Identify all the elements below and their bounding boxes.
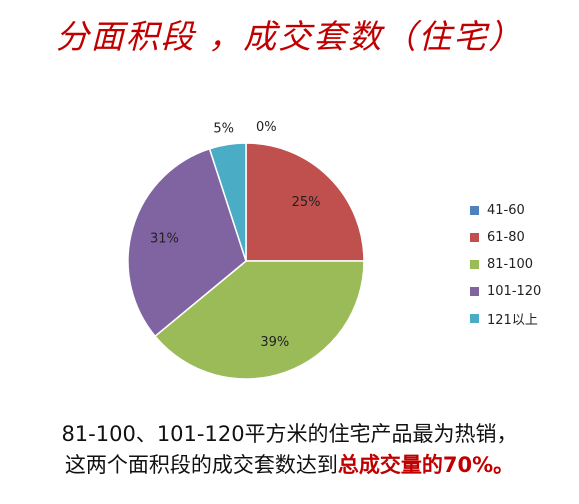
- pie-chart: 0% 25% 39% 31% 5%: [127, 120, 365, 380]
- data-label-81-100: 39%: [260, 335, 289, 350]
- data-label-41-60: 0%: [256, 120, 277, 135]
- legend-swatch: [470, 314, 479, 323]
- data-label-61-80: 25%: [292, 195, 321, 210]
- legend-swatch: [470, 287, 479, 296]
- pie-slice-61-80: [245, 142, 365, 262]
- legend: 41-60 61-80 81-100 101-120 121以上: [470, 197, 541, 332]
- chart-title: 分面积段 ，成交套数（住宅）: [55, 17, 524, 56]
- caption-line-2-text: 这两个面积段的成交套数达到: [64, 453, 338, 477]
- legend-item-81-100: 81-100: [470, 251, 541, 278]
- legend-label: 81-100: [487, 257, 534, 272]
- legend-label: 41-60: [487, 203, 525, 218]
- legend-item-61-80: 61-80: [470, 224, 541, 251]
- legend-swatch: [470, 233, 479, 242]
- legend-label: 121以上: [487, 313, 538, 328]
- legend-swatch: [470, 206, 479, 215]
- legend-item-121以上: 121以上: [470, 305, 541, 332]
- data-label-121以上: 5%: [213, 122, 234, 137]
- pie-slice-101-120: [127, 147, 247, 338]
- legend-swatch: [470, 260, 479, 269]
- legend-label: 61-80: [487, 230, 525, 245]
- pie-slice-81-100: [154, 260, 365, 380]
- caption-line-2: 这两个面积段的成交套数达到总成交量的70%。: [0, 449, 579, 479]
- legend-item-41-60: 41-60: [470, 197, 541, 224]
- legend-label: 101-120: [487, 284, 542, 299]
- pie-slice-121以上: [208, 142, 247, 262]
- legend-item-101-120: 101-120: [470, 278, 541, 305]
- caption-line-1: 81-100、101-120平方米的住宅产品最为热销，: [61, 422, 518, 446]
- caption-highlight: 总成交量的70%。: [337, 453, 515, 477]
- data-label-101-120: 31%: [150, 231, 179, 246]
